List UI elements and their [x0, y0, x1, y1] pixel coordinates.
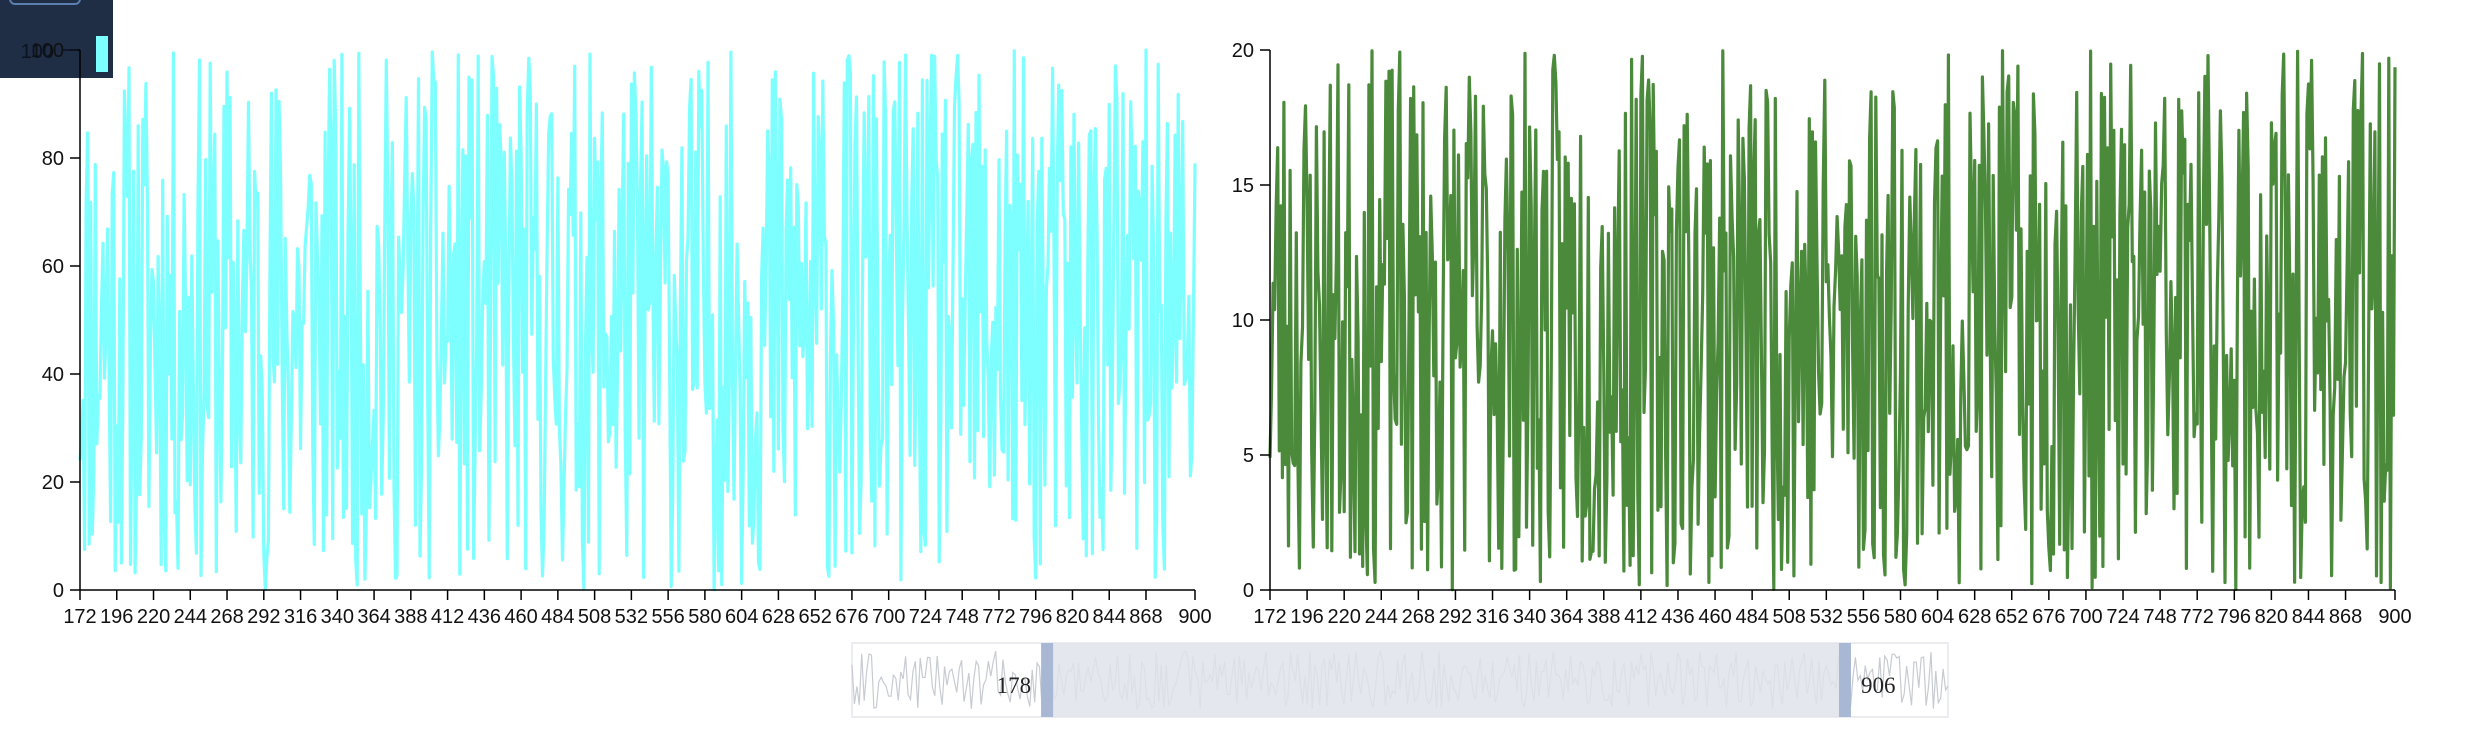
- y-tick-label: 80: [42, 148, 64, 170]
- x-tick-label: 868: [1129, 606, 1162, 628]
- x-tick-label: 412: [431, 606, 464, 628]
- y-tick-label: 0: [1243, 580, 1254, 602]
- x-tick-label: 292: [247, 606, 280, 628]
- minimap-bar: [96, 36, 108, 72]
- x-tick-label: 700: [2069, 606, 2102, 628]
- x-tick-label: 196: [1290, 606, 1323, 628]
- x-tick-label: 868: [2329, 606, 2362, 628]
- slider-start-label: 178: [997, 673, 1032, 698]
- x-tick-label: 676: [835, 606, 868, 628]
- x-tick-label: 796: [2218, 606, 2251, 628]
- x-tick-label: 700: [872, 606, 905, 628]
- x-tick-label: 820: [1056, 606, 1089, 628]
- x-tick-label: 460: [1698, 606, 1731, 628]
- y-tick-label: 15: [1232, 175, 1254, 197]
- x-tick-label: 412: [1624, 606, 1657, 628]
- y-tick-label: 40: [42, 364, 64, 386]
- x-tick-label: 900: [2378, 606, 2411, 628]
- x-tick-label: 900: [1178, 606, 1211, 628]
- x-tick-label: 652: [1995, 606, 2028, 628]
- x-tick-label: 676: [2032, 606, 2065, 628]
- x-tick-label: 604: [725, 606, 758, 628]
- x-tick-label: 652: [798, 606, 831, 628]
- x-tick-label: 580: [688, 606, 721, 628]
- chart-right: 0 5 10 15 20 172 196 220 244 268 292 316 340 364 388 41…: [1232, 40, 2412, 628]
- x-tick-label: 268: [210, 606, 243, 628]
- x-tick-label: 532: [1810, 606, 1843, 628]
- x-tick-label: 340: [1513, 606, 1546, 628]
- x-tick-label: 220: [137, 606, 170, 628]
- x-tick-label: 388: [394, 606, 427, 628]
- x-tick-label: 388: [1587, 606, 1620, 628]
- x-tick-label: 628: [762, 606, 795, 628]
- y-tick-label: 20: [42, 472, 64, 494]
- y-tick-label: 5: [1243, 445, 1254, 467]
- x-tick-label: 844: [2292, 606, 2325, 628]
- minimap-foreground: 100: [9, 0, 108, 72]
- y-tick-label: 20: [1232, 40, 1254, 62]
- minimap-caption-pill: [9, 0, 81, 5]
- x-tick-label: 556: [1847, 606, 1880, 628]
- x-tick-label: 772: [2181, 606, 2214, 628]
- x-tick-label: 364: [357, 606, 390, 628]
- x-tick-label: 316: [1476, 606, 1509, 628]
- slider-end-label: 906: [1861, 673, 1896, 698]
- y-tick-label: 60: [42, 256, 64, 278]
- x-tick-label: 748: [946, 606, 979, 628]
- x-tick-label: 484: [1735, 606, 1768, 628]
- x-tick-label: 796: [1019, 606, 1052, 628]
- slider-start-handle[interactable]: [1041, 643, 1054, 717]
- x-tick-label: 364: [1550, 606, 1583, 628]
- x-tick-label: 268: [1402, 606, 1435, 628]
- x-tick-label: 292: [1439, 606, 1472, 628]
- x-tick-label: 724: [909, 606, 942, 628]
- x-tick-label: 172: [63, 606, 96, 628]
- x-tick-label: 724: [2106, 606, 2139, 628]
- minimap-tick-label: 100: [21, 41, 54, 63]
- y-tick-label: 10: [1232, 310, 1254, 332]
- series-line: [1268, 49, 2397, 592]
- x-tick-label: 820: [2255, 606, 2288, 628]
- x-tick-label: 340: [321, 606, 354, 628]
- x-tick-label: 460: [504, 606, 537, 628]
- x-tick-label: 244: [1365, 606, 1398, 628]
- minimap-overlay[interactable]: [0, 0, 113, 78]
- y-tick-label: 0: [53, 580, 64, 602]
- x-tick-label: 436: [1661, 606, 1694, 628]
- series-line: [78, 48, 1197, 592]
- x-tick-label: 244: [174, 606, 207, 628]
- x-tick-label: 508: [1773, 606, 1806, 628]
- x-tick-label: 196: [100, 606, 133, 628]
- x-tick-label: 772: [982, 606, 1015, 628]
- x-tick-label: 580: [1884, 606, 1917, 628]
- x-tick-label: 508: [578, 606, 611, 628]
- x-tick-label: 844: [1093, 606, 1126, 628]
- x-tick-label: 628: [1958, 606, 1991, 628]
- slider-selection[interactable]: [1047, 643, 1845, 717]
- x-tick-label: 556: [651, 606, 684, 628]
- x-tick-label: 436: [468, 606, 501, 628]
- x-tick-label: 748: [2143, 606, 2176, 628]
- range-slider[interactable]: 178 906: [851, 642, 1949, 718]
- x-tick-label: 220: [1327, 606, 1360, 628]
- x-tick-label: 604: [1921, 606, 1954, 628]
- x-tick-label: 484: [541, 606, 574, 628]
- x-tick-label: 532: [615, 606, 648, 628]
- x-tick-label: 316: [284, 606, 317, 628]
- y-tick-label: 100: [31, 40, 64, 62]
- chart-left: 0 20 40 60 80 100 172 196 220 244 268 292 316 340 364 3…: [31, 40, 1212, 628]
- slider-end-handle[interactable]: [1838, 643, 1851, 717]
- x-tick-label: 172: [1253, 606, 1286, 628]
